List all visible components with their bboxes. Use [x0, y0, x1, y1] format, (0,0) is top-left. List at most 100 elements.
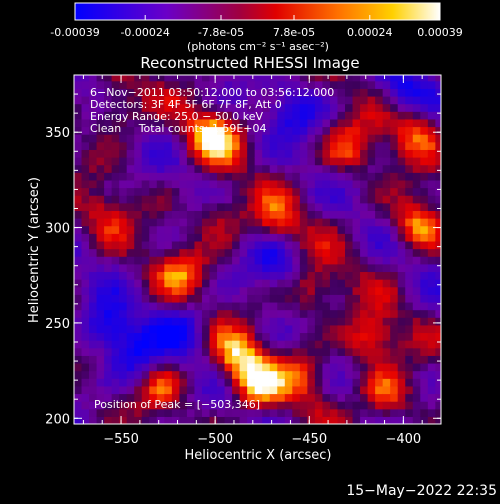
heatmap-cell: [329, 324, 339, 334]
heatmap-cell: [435, 370, 441, 379]
heatmap-cell: [314, 157, 324, 166]
heatmap-cell: [307, 248, 316, 257]
heatmap-cell: [96, 141, 105, 150]
heatmap-cell: [367, 149, 376, 158]
heatmap: [74, 75, 441, 424]
heatmap-cell: [111, 240, 120, 250]
heatmap-cell: [345, 248, 354, 257]
colorbar: -0.00039 -0.00024 -7.8e-05 7.8e-05 0.00024 0.…: [50, 2, 463, 53]
heatmap-cell: [435, 393, 441, 402]
heatmap-cell: [405, 347, 414, 356]
heatmap-cell: [329, 210, 339, 219]
heatmap-cell: [186, 362, 196, 372]
heatmap-cell: [397, 408, 406, 417]
heatmap-cell: [367, 103, 376, 112]
heatmap-cell: [247, 111, 256, 120]
heatmap-cell: [239, 164, 248, 173]
heatmap-cell: [224, 240, 233, 250]
heatmap-cell: [254, 355, 263, 364]
heatmap-cell: [390, 340, 399, 349]
heatmap-cell: [209, 195, 218, 204]
heatmap-cell: [412, 317, 421, 326]
y-tick-label: 200: [45, 412, 70, 427]
heatmap-cell: [435, 118, 441, 128]
heatmap-cell: [360, 385, 369, 395]
heatmap-cell: [435, 332, 441, 341]
heatmap-cell: [277, 225, 286, 234]
heatmap-cell: [277, 378, 286, 387]
heatmap-cell: [329, 95, 339, 105]
heatmap-cell: [322, 80, 331, 89]
heatmap-cell: [119, 279, 128, 288]
heatmap-cell: [269, 195, 278, 204]
heatmap-cell: [367, 225, 376, 234]
heatmap-cell: [74, 340, 83, 349]
heatmap-cell: [307, 80, 316, 89]
heatmap-cell: [194, 256, 203, 265]
heatmap-cell: [164, 263, 173, 273]
heatmap-cell: [284, 111, 293, 120]
heatmap-cell: [397, 103, 406, 112]
heatmap-cell: [337, 172, 346, 181]
heatmap-cell: [420, 279, 429, 288]
heatmap-cell: [224, 172, 233, 181]
heatmap-cell: [390, 416, 399, 424]
heatmap-cell: [322, 225, 331, 234]
heatmap-cell: [134, 195, 143, 204]
heatmap-cell: [179, 225, 188, 234]
heatmap-cell: [284, 202, 293, 212]
heatmap-cell: [81, 309, 90, 318]
heatmap-cell: [179, 218, 188, 227]
heatmap-cell: [329, 157, 339, 166]
heatmap-cell: [345, 340, 354, 349]
heatmap-cell: [412, 263, 421, 273]
heatmap-cell: [149, 172, 158, 181]
heatmap-cell: [201, 256, 211, 265]
heatmap-cell: [427, 362, 436, 372]
heatmap-cell: [209, 263, 218, 273]
heatmap-cell: [89, 111, 98, 120]
heatmap-cell: [277, 240, 286, 250]
heatmap-cell: [96, 301, 105, 311]
heatmap-cell: [74, 233, 83, 242]
heatmap-cell: [179, 111, 188, 120]
heatmap-cell: [337, 370, 346, 379]
heatmap-cell: [412, 126, 421, 135]
heatmap-cell: [314, 385, 324, 395]
heatmap-cell: [382, 202, 391, 212]
heatmap-cell: [119, 416, 128, 424]
heatmap-cell: [367, 111, 376, 120]
heatmap-cell: [269, 118, 278, 128]
heatmap-cell: [209, 164, 218, 173]
heatmap-cell: [329, 172, 339, 181]
heatmap-cell: [156, 294, 165, 303]
heatmap-cell: [156, 233, 165, 242]
heatmap-cell: [201, 370, 211, 379]
heatmap-cell: [360, 263, 369, 273]
heatmap-cell: [299, 263, 308, 273]
heatmap-cell: [277, 263, 286, 273]
heatmap-cell: [186, 324, 196, 334]
heatmap-cell: [239, 324, 248, 334]
heatmap-cell: [397, 187, 406, 196]
heatmap-cell: [299, 134, 308, 143]
heatmap-cell: [74, 187, 83, 196]
heatmap-cell: [179, 340, 188, 349]
heatmap-cell: [194, 408, 203, 417]
heatmap-cell: [186, 118, 196, 128]
heatmap-cell: [299, 362, 308, 372]
heatmap-cell: [412, 408, 421, 417]
heatmap-cell: [382, 80, 391, 89]
heatmap-cell: [269, 393, 278, 402]
heatmap-cell: [134, 202, 143, 212]
heatmap-cell: [134, 111, 143, 120]
heatmap-cell: [126, 393, 135, 402]
heatmap-cell: [81, 271, 90, 280]
heatmap-cell: [420, 393, 429, 402]
heatmap-cell: [217, 187, 226, 196]
heatmap-cell: [314, 195, 324, 204]
heatmap-cell: [89, 385, 98, 395]
heatmap-cell: [232, 286, 241, 295]
heatmap-cell: [427, 309, 436, 318]
